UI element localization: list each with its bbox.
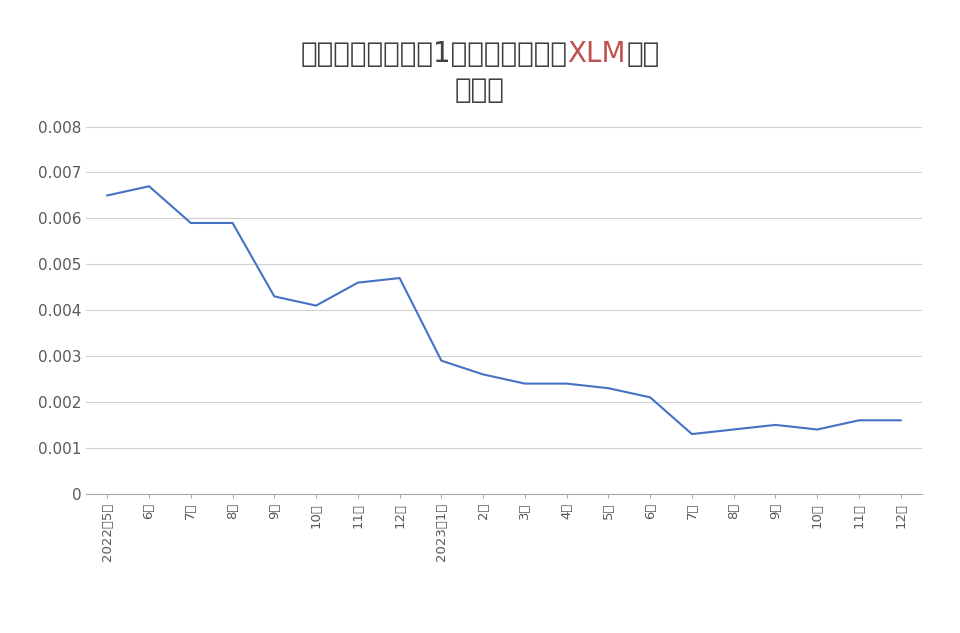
Text: の推移: の推移 — [455, 76, 505, 104]
Text: 価格: 価格 — [626, 40, 660, 68]
Text: XLM: XLM — [567, 40, 626, 68]
Text: ステラウォークの1ジェムあたりの: ステラウォークの1ジェムあたりの — [300, 40, 567, 68]
